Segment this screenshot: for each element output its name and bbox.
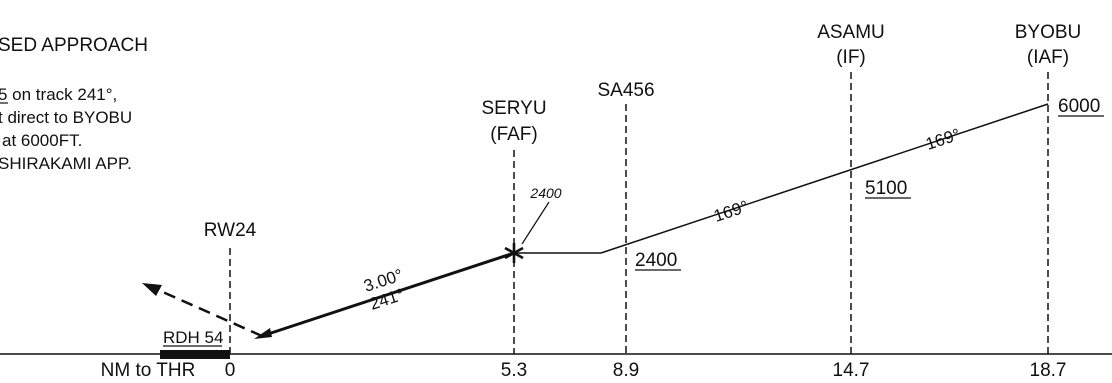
altitude-sa456: 2400 bbox=[635, 250, 677, 271]
distance-rw24: 0 bbox=[225, 360, 236, 381]
distance-asamu: 14.7 bbox=[833, 360, 870, 381]
note-line-4: SHIRAKAMI APP. bbox=[0, 154, 132, 173]
faf-crossing-altitude: 2400 bbox=[529, 185, 561, 201]
faf-star-icon bbox=[504, 243, 524, 263]
fix-role-byobu: (IAF) bbox=[1027, 47, 1069, 68]
fix-role-seryu: (FAF) bbox=[490, 124, 538, 145]
leg-track-1: 169° bbox=[711, 197, 750, 226]
distance-byobu: 18.7 bbox=[1030, 360, 1067, 381]
note-line-1: 5 on track 241°, bbox=[0, 85, 117, 104]
altitude-byobu: 6000 bbox=[1058, 96, 1100, 117]
faf-callout-leader bbox=[521, 201, 550, 245]
fix-name-seryu: SERYU bbox=[481, 98, 546, 119]
distance-seryu: 5.3 bbox=[501, 360, 527, 381]
missed-approach-path bbox=[155, 287, 263, 338]
chart-title: SED APPROACH bbox=[0, 35, 148, 56]
missed-arrowhead bbox=[142, 283, 162, 296]
fix-role-asamu: (IF) bbox=[836, 47, 866, 68]
axis-label: NM to THR bbox=[101, 360, 196, 381]
fix-name-asamu: ASAMU bbox=[817, 22, 885, 43]
runway-bar bbox=[160, 350, 230, 359]
fix-name-byobu: BYOBU bbox=[1015, 22, 1082, 43]
rdh-label: RDH 54 bbox=[163, 328, 223, 347]
altitude-asamu: 5100 bbox=[865, 178, 907, 199]
climb-segment bbox=[600, 103, 1049, 254]
final-approach-path bbox=[261, 251, 515, 338]
fix-name-rw24: RW24 bbox=[204, 220, 257, 241]
distance-sa456: 8.9 bbox=[613, 360, 639, 381]
final-arrowhead bbox=[254, 328, 272, 339]
note-line-3: at 6000FT. bbox=[2, 131, 82, 150]
leg-track-2: 169° bbox=[923, 125, 962, 154]
note-line-2: t direct to BYOBU bbox=[0, 108, 132, 127]
fix-name-sa456: SA456 bbox=[597, 80, 654, 101]
